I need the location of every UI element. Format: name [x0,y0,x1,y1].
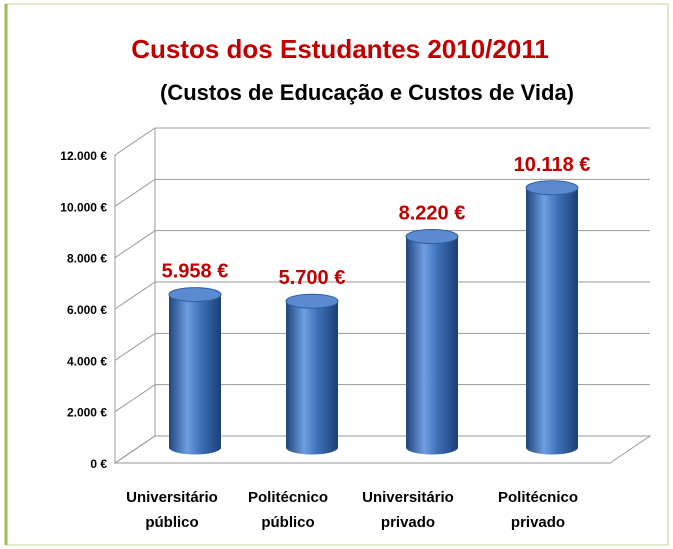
chart-title: Custos dos Estudantes 2010/2011 [131,34,549,64]
y-tick-label: 6.000 € [67,303,107,317]
chart-subtitle: (Custos de Educação e Custos de Vida) [160,80,574,105]
bar [169,294,221,455]
value-label: 5.700 € [279,267,346,289]
y-tick-label: 2.000 € [67,406,107,420]
bar-top [525,180,579,196]
x-tick-label: Universitário privado [362,489,454,531]
x-tick-label: Politécnico privado [497,489,579,531]
value-label: 8.220 € [399,203,466,225]
bar-top [168,287,222,303]
y-tick-label: 8.000 € [67,252,107,266]
value-label: 5.958 € [162,261,229,283]
x-tick-label: Politécnico público [247,489,329,531]
bar [286,301,338,455]
bar-top [285,293,339,309]
bar-top [405,229,459,245]
bar [526,187,578,455]
bar [406,236,458,455]
y-tick-label: 0 € [90,457,107,471]
value-label: 10.118 € [514,154,591,176]
y-tick-label: 10.000 € [60,200,107,214]
x-tick-label: Universitário público [126,489,218,531]
y-tick-label: 4.000 € [67,354,107,368]
y-tick-label: 12.000 € [60,149,107,163]
